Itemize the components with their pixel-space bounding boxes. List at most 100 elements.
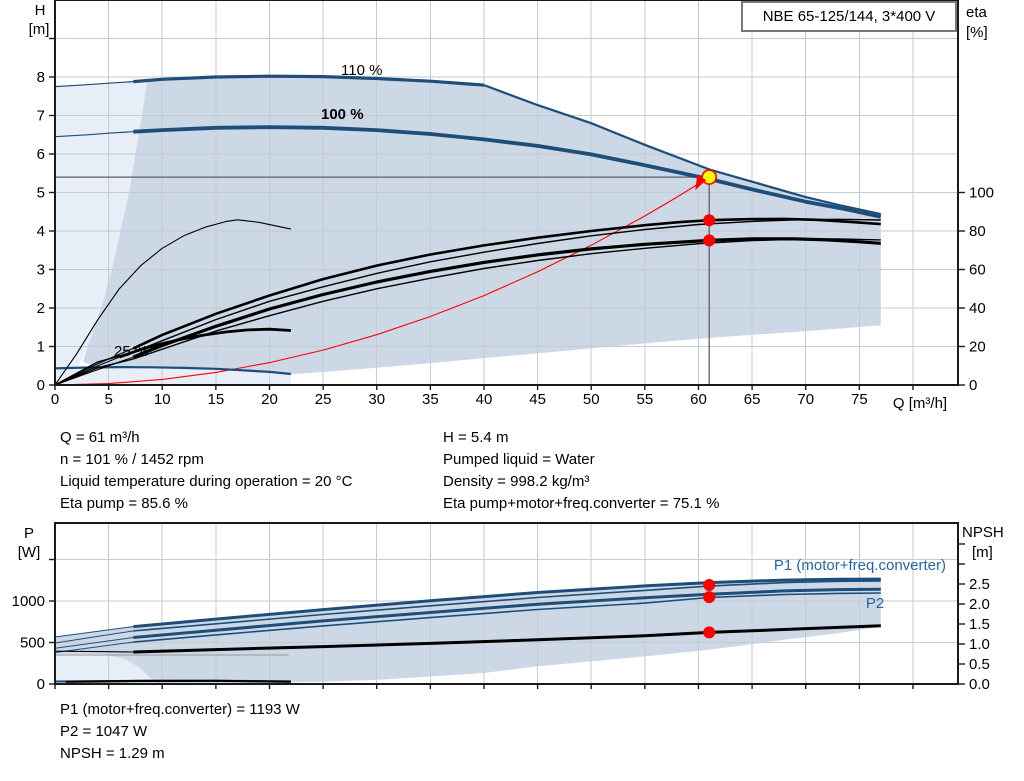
series-eta-total-min (54, 356, 134, 386)
curve-label-p2: P2 (865, 595, 885, 612)
eta-axis-unit: [%] (966, 24, 988, 41)
tick-label: 4 (37, 223, 45, 240)
duty-info-right: H = 5.4 m Pumped liquid = Water Density … (443, 427, 719, 515)
tick-label: 1000 (12, 593, 45, 610)
info-npsh: NPSH = 1.29 m (60, 745, 165, 762)
tick-label: 75 (851, 391, 868, 408)
region-operating-range (82, 76, 881, 375)
info-p2: P2 = 1047 W (60, 723, 148, 740)
series-npsh (133, 624, 881, 654)
tick-label: 6 (37, 146, 45, 163)
info-q: Q = 61 m³/h (60, 429, 140, 446)
series-eta-pump-min (54, 347, 134, 386)
tick-label: 55 (637, 391, 654, 408)
tick-label: 80 (969, 223, 986, 240)
region-operating-range (55, 578, 881, 684)
series-npsh-25 (65, 679, 291, 683)
tick-label: 60 (690, 391, 707, 408)
series-curve-110 (133, 74, 485, 87)
series-p2-max-min (54, 637, 134, 649)
tick-label: 40 (969, 300, 986, 317)
tick-label: 0.5 (969, 656, 990, 673)
region-envelope-low-head (55, 367, 291, 385)
duty-info-left: Q = 61 m³/h n = 101 % / 1452 rpm Liquid … (60, 427, 352, 515)
series-p1-100-min (54, 630, 134, 644)
tick-label: 5 (104, 391, 112, 408)
tick-label: 1.0 (969, 636, 990, 653)
tick-label: 40 (476, 391, 493, 408)
tick-label: 70 (797, 391, 814, 408)
npsh-axis-label: NPSH (962, 524, 1004, 541)
series-p1-max (133, 577, 881, 629)
curve-label-p1: P1 (motor+freq.converter) (773, 557, 946, 574)
tick-label: 100 (969, 185, 994, 202)
chart-pn: 0 500 1000 0.0 0.5 1.0 1.5 2.0 2.5 (12, 522, 990, 693)
region-envelope-low-flow (55, 654, 157, 684)
marker-eta-total-dot (703, 234, 716, 247)
h-axis-unit: [m] (28, 21, 50, 38)
series-curve-100 (133, 125, 882, 219)
q-axis-unit: Q [m³/h] (892, 395, 948, 412)
gridlines (55, 0, 958, 385)
eta-axis-label: eta (966, 4, 987, 21)
series-curve-110-min (54, 81, 134, 88)
p-axis-unit: [W] (17, 544, 41, 561)
tick-label: 35 (422, 391, 439, 408)
series-npsh-min (54, 650, 134, 653)
tick-label: 25 (315, 391, 332, 408)
marker-p2-dot (703, 591, 716, 604)
series-p1-100 (133, 580, 881, 632)
tick-label: 15 (208, 391, 225, 408)
pump-title: NBE 65-125/144, 3*400 V (762, 8, 936, 25)
tick-label: 5 (37, 185, 45, 202)
pump-title-box: NBE 65-125/144, 3*400 V (741, 1, 957, 32)
series-p1-max-min (54, 626, 134, 638)
tick-label: 1 (37, 339, 45, 356)
info-n: n = 101 % / 1452 rpm (60, 451, 204, 468)
tick-label: 0.0 (969, 676, 990, 693)
info-p1: P1 (motor+freq.converter) = 1193 W (60, 701, 300, 718)
marker-npsh-dot (703, 626, 716, 639)
axis-ticks: 0 500 1000 0.0 0.5 1.0 1.5 2.0 2.5 (12, 543, 990, 693)
tick-label: 2.5 (969, 576, 990, 593)
series-p2-100 (133, 592, 881, 643)
region-envelope-low-flow (55, 80, 148, 386)
marker-duty-point[interactable] (701, 169, 718, 185)
tick-label: 500 (20, 635, 45, 652)
tick-label: 0 (51, 391, 59, 408)
info-eta-pump: Eta pump = 85.6 % (60, 495, 188, 512)
tick-label: 20 (969, 339, 986, 356)
curve-label-110: 110 % (341, 62, 383, 79)
series-p2-max (133, 587, 881, 639)
tick-label: 60 (969, 262, 986, 279)
info-h: H = 5.4 m (443, 429, 509, 446)
h-axis-label: H (34, 2, 46, 19)
marker-eta-pump-dot (703, 214, 716, 227)
tick-label: 0 (969, 377, 977, 394)
series-eta-total-25 (118, 327, 291, 359)
tick-label: 45 (529, 391, 546, 408)
curve-label-25: 25 % (114, 343, 149, 360)
info-liquid-temp: Liquid temperature during operation = 20… (60, 473, 353, 490)
tick-label: 65 (744, 391, 761, 408)
series-eta-pump (132, 217, 881, 350)
p-axis-label: P (23, 525, 34, 542)
tick-label: 2 (37, 300, 45, 317)
tick-label: 7 (37, 108, 45, 125)
tick-label: 20 (261, 391, 278, 408)
series-eta-pump-25 (54, 219, 292, 386)
info-density: Density = 998.2 kg/m³ (443, 473, 590, 490)
marker-p1-dot (703, 579, 716, 591)
info-pumped-liquid: Pumped liquid = Water (443, 451, 595, 468)
npsh-axis-unit: [m] (972, 544, 993, 561)
series-eta-total-25-min (54, 356, 120, 386)
tick-label: 0 (37, 676, 45, 693)
series-affinity-parabola (54, 176, 710, 386)
marker-duty-arrow (695, 175, 707, 191)
power-info: P1 (motor+freq.converter) = 1193 W P2 = … (60, 699, 300, 765)
series-curve-100-min (54, 131, 134, 138)
